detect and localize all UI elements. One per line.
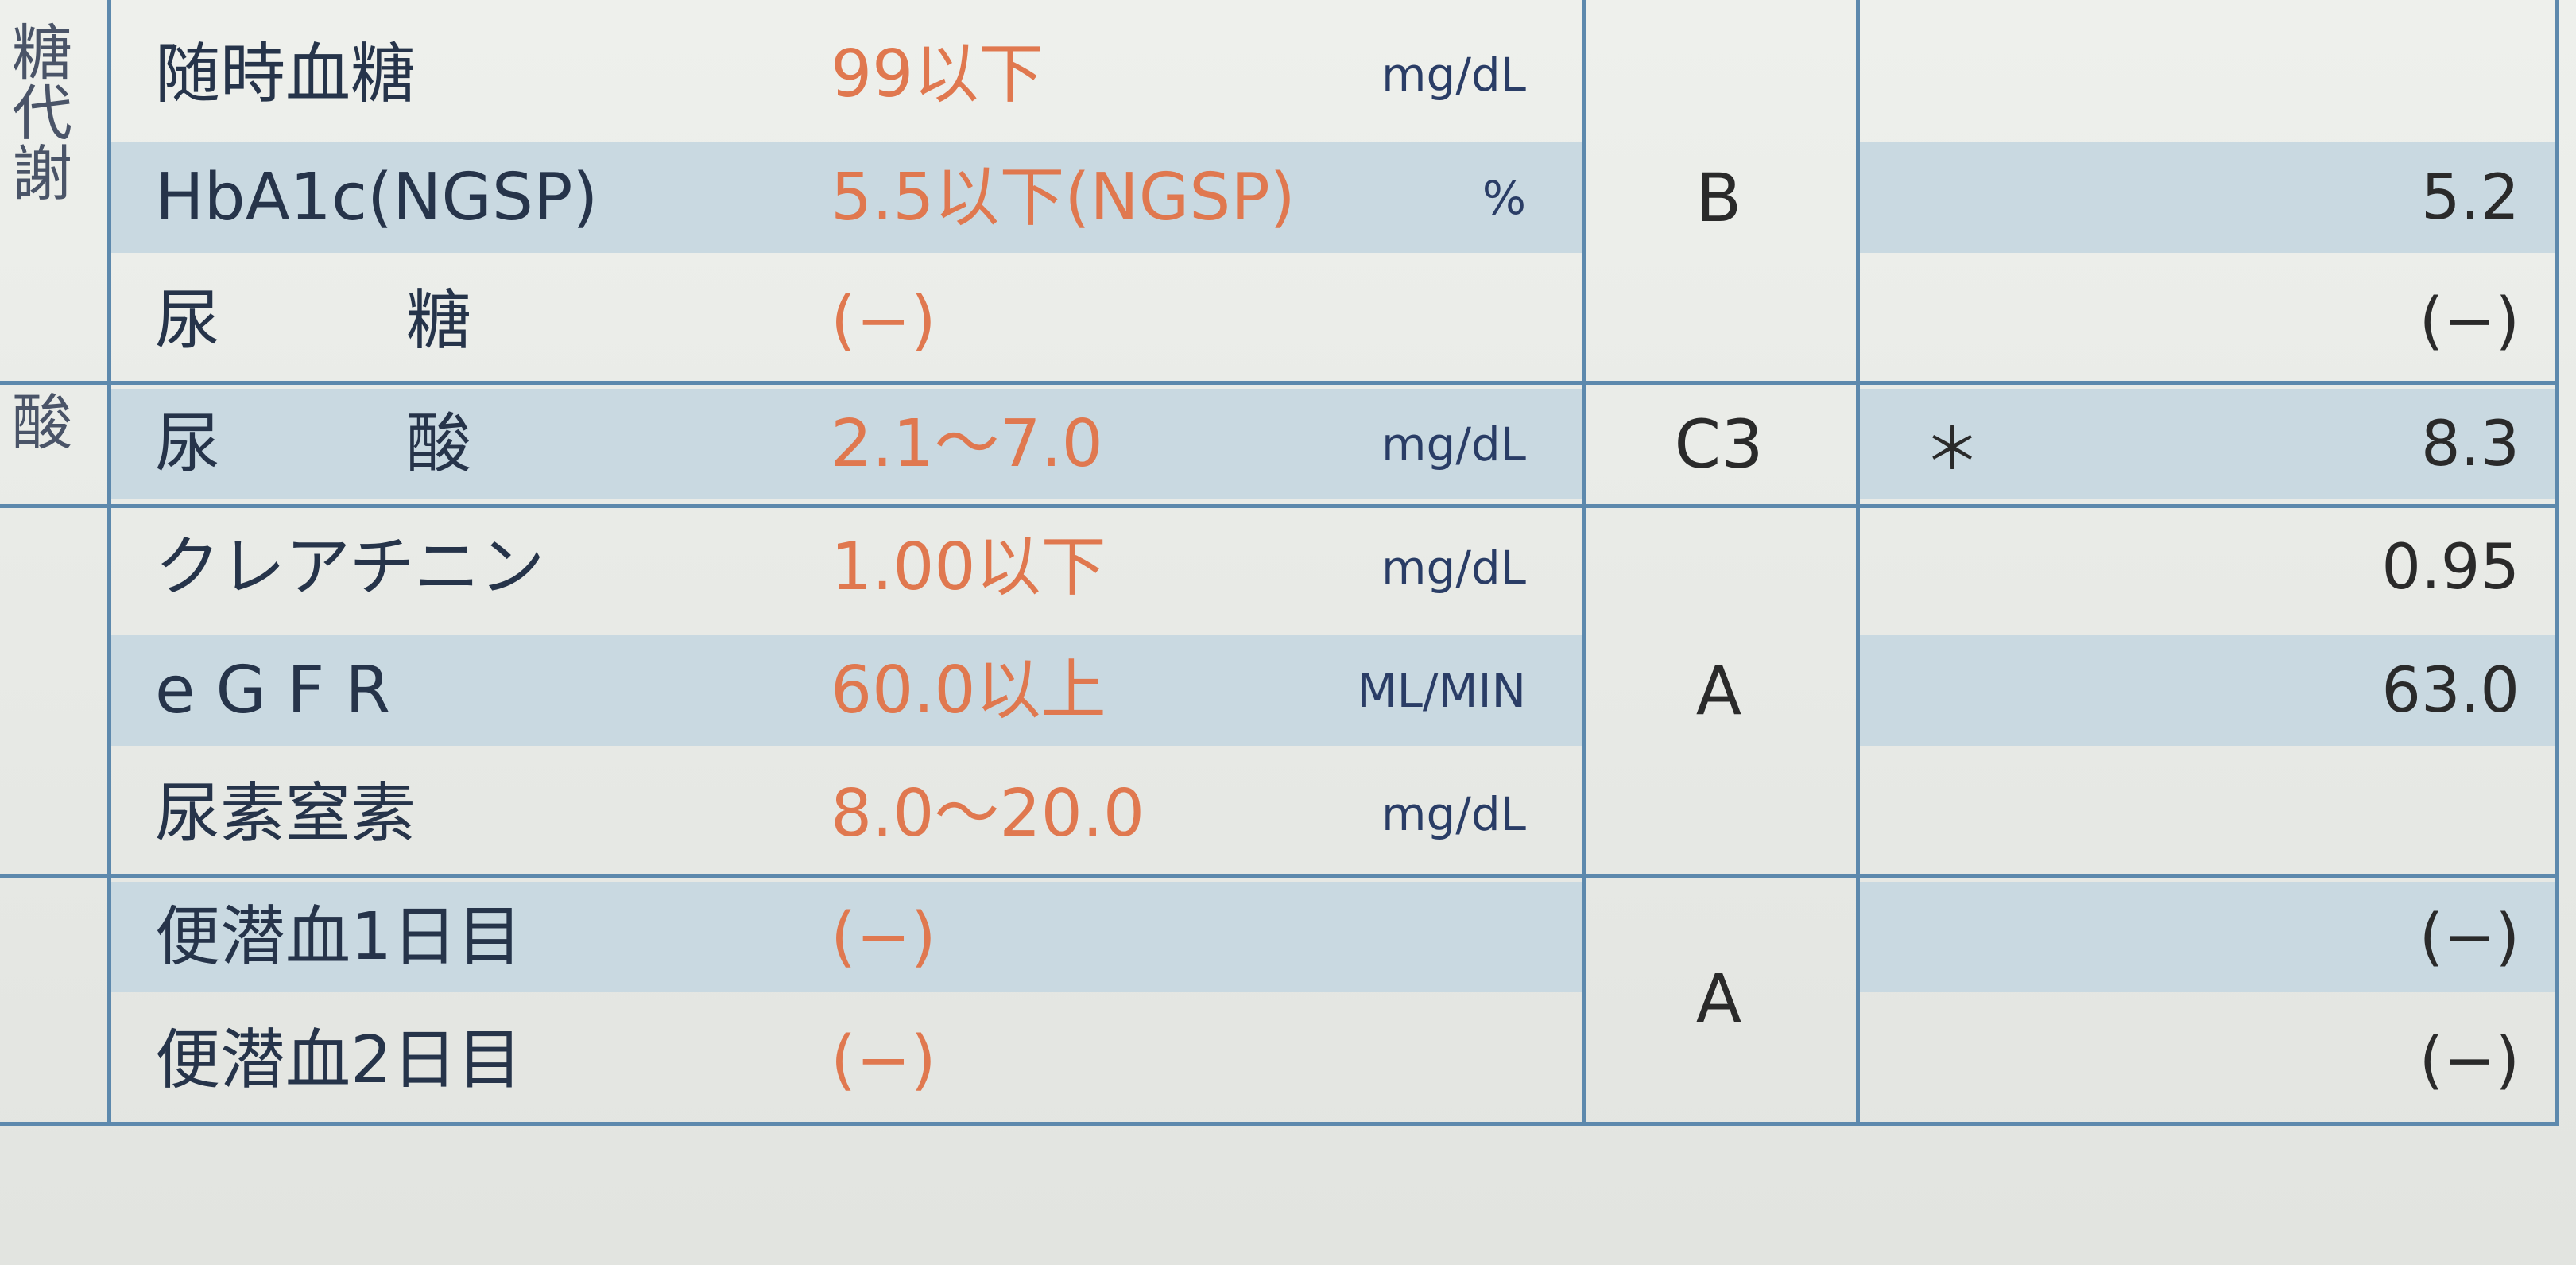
category-label: 糖代謝	[2, 21, 72, 202]
unit: mg/dL	[1381, 417, 1526, 471]
row-shade	[1860, 882, 2555, 992]
item-name: 随時血糖	[155, 36, 416, 112]
item-name: 尿糖	[155, 282, 657, 359]
result-value: 5.2	[2420, 161, 2520, 234]
item-name: e G F R	[155, 652, 391, 728]
item-name: HbA1c(NGSP)	[155, 159, 598, 235]
result-value: (−)	[2419, 285, 2520, 357]
reference-range: (−)	[831, 898, 936, 975]
reference-range: (−)	[831, 282, 936, 359]
unit: ML/MIN	[1357, 663, 1526, 718]
row-shade	[1860, 635, 2555, 746]
group-divider	[0, 381, 2559, 385]
result-value: 0.95	[2381, 531, 2520, 603]
row-shade	[1860, 389, 2555, 499]
unit: mg/dL	[1381, 47, 1526, 102]
unit: mg/dL	[1381, 786, 1526, 841]
row-shade	[107, 635, 1582, 746]
row-shade	[1860, 142, 2555, 253]
grade: A	[1695, 651, 1742, 730]
item-name: クレアチニン	[155, 529, 545, 605]
unit: mg/dL	[1381, 540, 1526, 595]
result-value: (−)	[2419, 1024, 2520, 1096]
result-value: 8.3	[2420, 408, 2520, 480]
grade: C3	[1674, 405, 1764, 483]
reference-range: 99以下	[831, 36, 1044, 112]
reference-range: (−)	[831, 1022, 936, 1098]
grade: B	[1695, 158, 1742, 237]
item-name: 尿酸	[155, 405, 657, 482]
item-name: 尿素窒素	[155, 775, 416, 852]
result-value: (−)	[2419, 901, 2520, 973]
reference-range: 60.0以上	[831, 652, 1106, 728]
column-divider	[107, 0, 111, 1122]
reference-range: 2.1〜7.0	[831, 405, 1103, 482]
reference-range: 1.00以下	[831, 529, 1106, 605]
reference-range: 5.5以下(NGSP)	[831, 159, 1296, 235]
column-divider	[2555, 0, 2559, 1126]
table-bottom	[0, 1122, 2559, 1126]
category-label: 酸	[2, 390, 72, 451]
flag: ＊	[1923, 415, 1981, 483]
row-shade	[107, 389, 1582, 499]
row-shade	[107, 142, 1582, 253]
item-name: 便潜血2日目	[155, 1022, 523, 1098]
grade: A	[1695, 960, 1742, 1038]
result-value: 63.0	[2381, 654, 2520, 727]
column-divider	[1856, 0, 1860, 1126]
row-shade	[107, 882, 1582, 992]
group-divider	[0, 504, 2559, 508]
reference-range: 8.0〜20.0	[831, 775, 1145, 852]
item-name: 便潜血1日目	[155, 898, 523, 975]
unit: %	[1482, 170, 1526, 225]
column-divider	[1582, 0, 1586, 1126]
group-divider	[0, 874, 2559, 878]
